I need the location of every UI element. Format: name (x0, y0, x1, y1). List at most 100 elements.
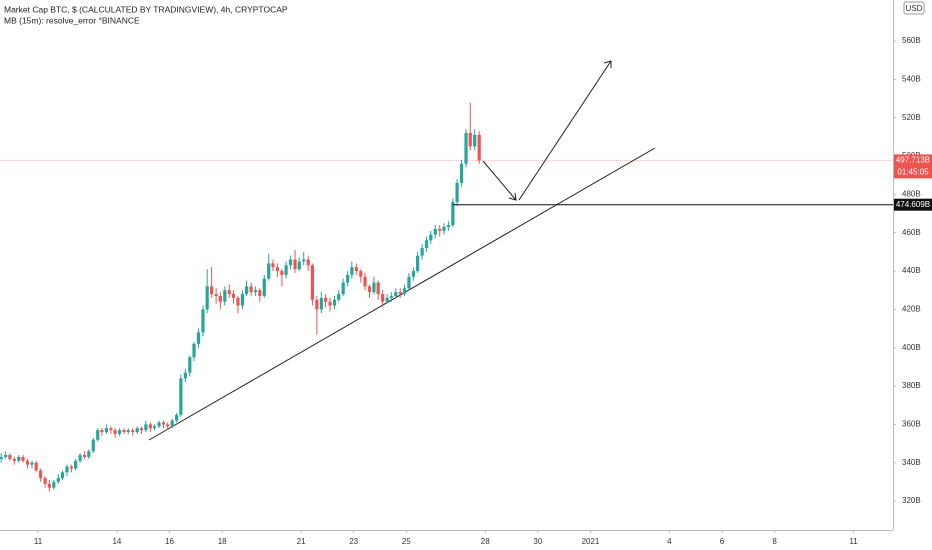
x-tick-label: 25 (402, 537, 411, 546)
candle-body (468, 133, 472, 147)
candle-body (350, 267, 354, 275)
x-tick-label: 8 (772, 537, 777, 546)
candle-body (157, 422, 161, 427)
x-tick-label: 14 (112, 537, 121, 546)
candle-body (398, 292, 402, 295)
y-tick-label: 540B (902, 74, 921, 83)
candle-body (389, 295, 393, 298)
candle-body (39, 470, 43, 479)
y-tick-label: 520B (902, 113, 921, 122)
candle-body (341, 282, 345, 295)
y-tick-label: 420B (902, 304, 921, 313)
candle-body (240, 294, 245, 306)
candle-body (429, 234, 433, 241)
x-tick-label: 21 (297, 537, 306, 546)
candle-body (253, 290, 258, 293)
candle-body (78, 455, 82, 461)
candle-body (267, 263, 271, 279)
candle-body (117, 430, 122, 434)
candle-body (280, 271, 284, 275)
candle-body (21, 456, 25, 461)
candle-body (91, 439, 95, 452)
arrow-down (482, 160, 517, 201)
currency-box[interactable] (903, 1, 925, 15)
candle-body (175, 414, 179, 421)
candle-body (249, 286, 253, 293)
candle-body (144, 424, 148, 431)
candle-body (310, 265, 314, 300)
y-tick-label: 340B (902, 458, 921, 467)
candle-body (135, 428, 139, 433)
candle-body (473, 134, 477, 147)
indicator-status: MB (15m): resolve_error °BINANCE (4, 15, 140, 25)
candle-body (359, 271, 363, 277)
candle-body (17, 456, 21, 461)
y-tick-label: 440B (902, 266, 921, 275)
candle-body (210, 286, 214, 295)
candle-body (394, 292, 398, 296)
candle-body (12, 458, 16, 461)
candle-body (166, 424, 170, 427)
last-price-label: 497.713B (896, 156, 930, 165)
candle-body (451, 202, 455, 226)
candle-body (0, 456, 3, 459)
y-tick-label: 560B (902, 36, 921, 45)
candle-body (319, 297, 323, 310)
candle-body (424, 240, 429, 249)
candle-body (52, 481, 56, 488)
candle-body (104, 428, 109, 433)
candle-body (363, 276, 367, 287)
x-tick-label: 2021 (582, 537, 600, 546)
currency-label: USD (906, 4, 923, 13)
candle-body (245, 286, 249, 295)
x-tick-label: 6 (720, 537, 725, 546)
candle-body (284, 265, 288, 275)
candle-body (411, 271, 416, 277)
candle-body (192, 343, 196, 358)
candle-body (328, 301, 332, 306)
candle-body (109, 428, 113, 431)
candle-body (183, 372, 187, 379)
candle-body (74, 460, 78, 469)
arrow-up (518, 60, 612, 201)
candle-body (201, 309, 205, 333)
candle-body (262, 278, 266, 296)
candle-body (87, 451, 91, 457)
candle-body (293, 259, 297, 270)
candle-body (4, 455, 8, 457)
candle-body (455, 182, 459, 203)
y-tick-label: 400B (902, 343, 921, 352)
hline-label-box (894, 198, 932, 211)
candle-body (275, 267, 280, 272)
candle-body (179, 378, 183, 415)
candle-body (60, 472, 65, 479)
candle-body (258, 290, 262, 296)
candle-body (30, 462, 34, 465)
candle-body (65, 466, 69, 473)
candle-body (323, 297, 328, 302)
last-price-box (894, 154, 932, 179)
candle-body (196, 332, 201, 344)
candle-body (402, 288, 407, 295)
candle-body (218, 295, 222, 302)
candle-body (131, 430, 135, 433)
candle-body (302, 259, 306, 262)
candle-body (69, 466, 74, 469)
candle-body (113, 430, 117, 434)
candle-body (56, 478, 60, 482)
candle-body (148, 424, 152, 429)
candle-body (442, 226, 446, 231)
y-tick-label: 360B (902, 419, 921, 428)
candle-body (372, 282, 376, 293)
candle-body (34, 462, 38, 471)
candle-body (126, 430, 130, 433)
y-tick-label: 380B (902, 381, 921, 390)
hline-label: 474.609B (896, 200, 930, 209)
candle-body (139, 428, 144, 431)
candle-body (170, 420, 174, 427)
candle-body (420, 248, 424, 256)
candle-body (227, 290, 231, 295)
candle-body (223, 290, 227, 302)
arrow-head (603, 60, 612, 68)
